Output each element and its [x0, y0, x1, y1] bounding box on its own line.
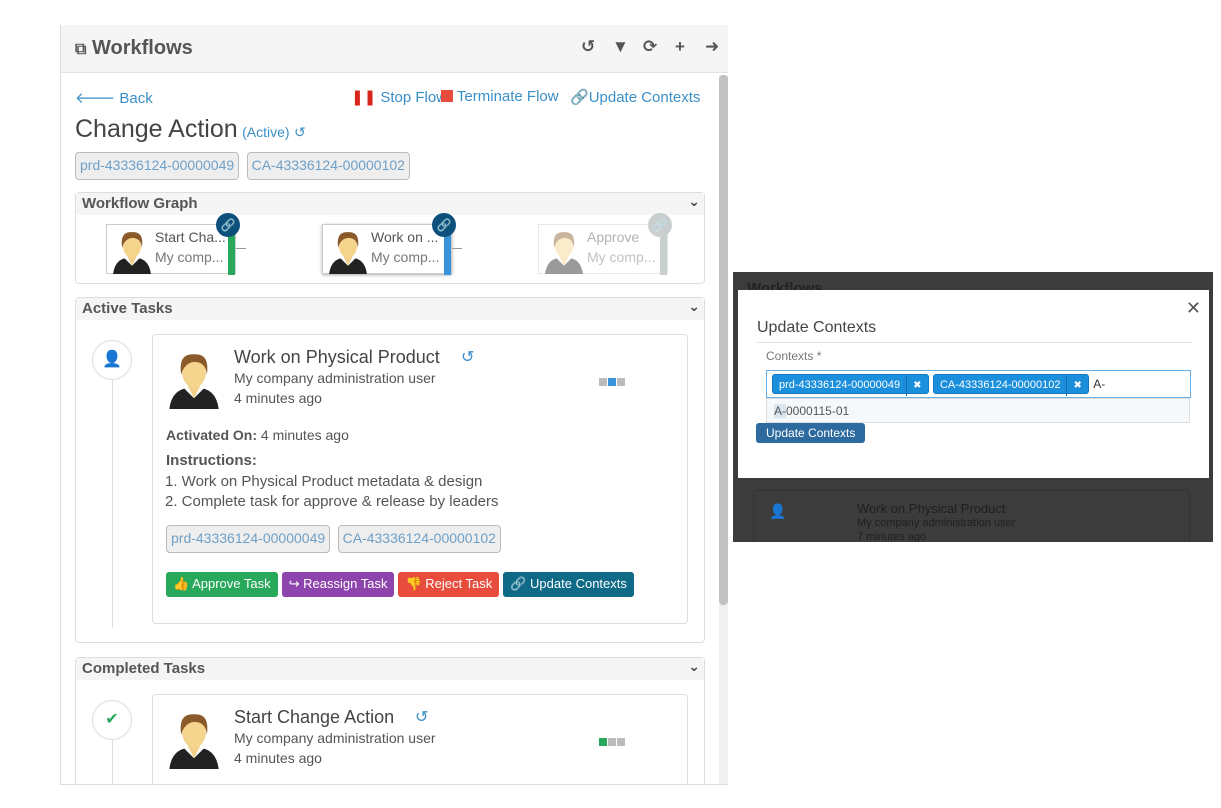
back-link[interactable]: 🡐 Back: [75, 90, 153, 107]
sitemap-icon: ⧉: [75, 41, 87, 58]
chevron-down-icon[interactable]: ⌄: [688, 193, 700, 209]
reject-task-button[interactable]: 👎 Reject Task: [398, 572, 500, 597]
section-header: Active Tasks ⌄: [76, 298, 704, 320]
activated-on: Activated On: 4 minutes ago: [166, 427, 349, 443]
context-tags: prd-43336124-00000049 CA-43336124-000001…: [75, 152, 410, 180]
task-time: 7 minutes ago: [857, 531, 927, 542]
section-header: Workflow Graph ⌄: [76, 193, 704, 215]
task-user: My company administration user: [234, 370, 436, 386]
page-heading: Change Action (Active) ↺: [75, 115, 306, 144]
context-tag[interactable]: CA-43336124-00000102: [246, 152, 410, 180]
task-card: Start Change Action ↺ My company adminis…: [152, 694, 688, 784]
status-bar: [660, 235, 667, 275]
panel-header: ⧉ Workflows ↺ ▼ ⟳ + ➜: [61, 25, 728, 73]
undo-icon[interactable]: ↺: [581, 37, 596, 56]
progress-indicator: [599, 373, 626, 391]
plus-icon[interactable]: +: [675, 37, 685, 56]
stop-icon: [441, 90, 453, 102]
pause-icon: ❚❚: [351, 89, 377, 106]
page-title: Change Action: [75, 115, 238, 143]
check-icon: ✔: [92, 700, 132, 740]
instruction-item: 1. Work on Physical Product metadata & d…: [165, 473, 483, 490]
filter-icon[interactable]: ▼: [612, 37, 629, 56]
background-task-card: 👤 Work on Physical Product My company ad…: [753, 490, 1190, 542]
status-label: (Active): [242, 124, 290, 140]
update-contexts-link[interactable]: 🔗Update Contexts: [570, 89, 701, 106]
history-icon[interactable]: ↺: [415, 709, 429, 726]
task-name: Work on Physical Product: [857, 501, 1006, 516]
link-icon: 🔗: [570, 89, 589, 106]
context-tag[interactable]: CA-43336124-00000102: [337, 525, 501, 553]
stop-flow-link[interactable]: ❚❚ Stop Flow: [351, 89, 448, 106]
task-name: Work on Physical Product: [234, 347, 440, 367]
close-icon[interactable]: ✕: [1185, 298, 1201, 318]
context-chip: CA-43336124-00000102 ✖: [932, 374, 1089, 396]
modal-screenshot: Workflows 👤 Work on Physical Product My …: [733, 272, 1213, 542]
completed-tasks-section: Completed Tasks ⌄ ✔ Start Change Action ↺…: [75, 657, 705, 784]
update-contexts-button[interactable]: 🔗 Update Contexts: [503, 572, 634, 597]
terminate-flow-link[interactable]: Terminate Flow: [441, 88, 559, 105]
graph-node[interactable]: Work on ... My comp... 🔗: [322, 213, 456, 275]
timeline-line: [112, 358, 113, 628]
progress-indicator: [599, 733, 626, 751]
history-icon[interactable]: ↺: [461, 349, 475, 366]
remove-chip-icon[interactable]: ✖: [1066, 376, 1087, 396]
reassign-task-button[interactable]: ↪ Reassign Task: [281, 572, 395, 597]
context-tags: prd-43336124-00000049 CA-43336124-000001…: [166, 525, 501, 553]
suggestion-item[interactable]: A-0000115-01: [766, 398, 1190, 423]
context-chip: prd-43336124-00000049 ✖: [772, 374, 929, 396]
timeline-line: [112, 718, 113, 784]
task-name: Start Change Action: [234, 707, 395, 727]
avatar: [327, 228, 369, 274]
context-tag[interactable]: prd-43336124-00000049: [75, 152, 240, 180]
task-user: My company administration user: [857, 517, 1016, 529]
contexts-typed-text[interactable]: A-: [1093, 377, 1106, 391]
task-time: 4 minutes ago: [234, 750, 322, 766]
context-tag[interactable]: prd-43336124-00000049: [166, 525, 331, 553]
arrow-left-icon: 🡐: [75, 90, 116, 107]
contexts-input[interactable]: prd-43336124-00000049 ✖ CA-43336124-00000…: [766, 370, 1191, 398]
chevron-down-icon[interactable]: ⌄: [688, 658, 700, 674]
active-tasks-section: Active Tasks ⌄ 👤 Work on Physical Product…: [75, 297, 705, 643]
update-contexts-submit-button[interactable]: Update Contexts: [756, 423, 866, 443]
status-bar: [444, 235, 451, 275]
history-icon[interactable]: ↺: [293, 124, 306, 140]
link-icon[interactable]: 🔗: [432, 213, 456, 237]
avatar: [167, 349, 221, 409]
arrow-right-icon[interactable]: ➜: [705, 37, 720, 56]
link-icon[interactable]: 🔗: [216, 213, 240, 237]
graph-node[interactable]: Start Cha... My comp... 🔗: [106, 213, 240, 275]
task-time: 4 minutes ago: [234, 390, 322, 406]
scrollbar-thumb[interactable]: [719, 75, 728, 605]
avatar: [167, 709, 221, 769]
contexts-label: Contexts *: [766, 349, 822, 363]
avatar: [111, 228, 153, 274]
approve-task-button[interactable]: 👍 Approve Task: [166, 572, 278, 597]
task-actions: 👍 Approve Task ↪ Reassign Task 👎 Reject Ta…: [166, 572, 638, 597]
instruction-item: 2. Complete task for approve & release b…: [165, 493, 499, 510]
section-header: Completed Tasks ⌄: [76, 658, 704, 680]
modal-title: Update Contexts: [757, 319, 877, 336]
task-user: My company administration user: [234, 730, 436, 746]
link-icon[interactable]: 🔗: [648, 213, 672, 237]
update-contexts-modal: ✕ Update Contexts Contexts * prd-4333612…: [738, 290, 1209, 478]
panel-title: ⧉ Workflows: [75, 37, 193, 59]
refresh-icon[interactable]: ⟳: [643, 37, 658, 56]
task-card: Work on Physical Product ↺ My company ad…: [152, 334, 688, 624]
workflow-graph-section: Workflow Graph ⌄ Start Cha... My comp... 🔗…: [75, 192, 705, 284]
workflow-panel: ⧉ Workflows ↺ ▼ ⟳ + ➜ 🡐 Back ❚❚ Stop Flo…: [60, 25, 728, 785]
remove-chip-icon[interactable]: ✖: [906, 376, 927, 396]
chevron-down-icon[interactable]: ⌄: [688, 298, 700, 314]
instructions-label: Instructions:: [166, 452, 257, 469]
avatar: [543, 228, 585, 274]
user-icon: 👤: [92, 340, 132, 380]
user-icon: 👤: [769, 503, 787, 519]
status-bar: [228, 235, 235, 275]
graph-node[interactable]: Approve My comp... 🔗: [538, 213, 672, 275]
divider: [756, 342, 1192, 343]
